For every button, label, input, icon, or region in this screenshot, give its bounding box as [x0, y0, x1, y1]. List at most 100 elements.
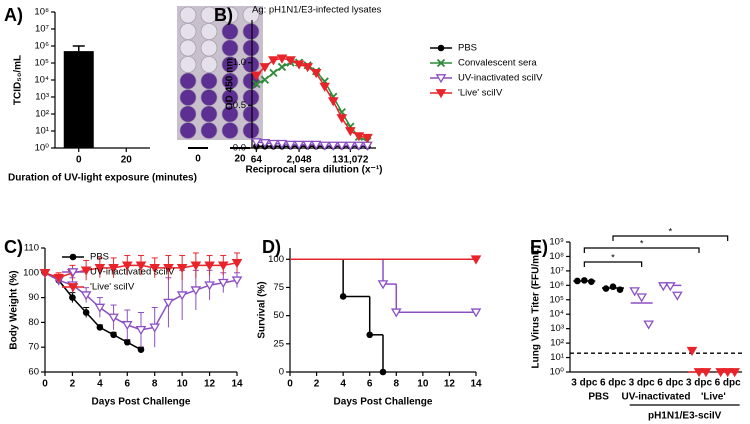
x-tick-label: 3 dpc	[686, 378, 713, 389]
y-tick-label: 10⁰	[550, 367, 565, 378]
x-tick-label: 6 dpc	[600, 378, 627, 389]
plate-well	[242, 105, 260, 123]
plate-well	[242, 122, 260, 139]
significance-label: *	[640, 239, 644, 250]
data-point	[285, 56, 296, 66]
y-tick-label: 0.5	[233, 100, 246, 111]
legend-label: UV-inactivated sciIV	[458, 73, 543, 84]
y-tick-label: 0	[279, 367, 284, 378]
x-axis-label: Days Post Challenge	[92, 397, 191, 408]
x-tick-label: 6 dpc	[715, 378, 742, 389]
y-tick-label: 80	[28, 317, 39, 328]
panel-label: A)	[4, 5, 23, 25]
data-point	[319, 82, 331, 92]
chart-title: Ag: pH1N1/E3-infected lysates	[252, 5, 382, 16]
x-tick-label: 64	[251, 155, 263, 166]
plate-well	[179, 72, 197, 90]
plate-well	[200, 39, 218, 57]
y-tick-label: 10⁷	[550, 265, 565, 276]
data-point	[616, 286, 624, 293]
y-tick-label: 25	[273, 338, 284, 349]
data-point	[693, 368, 705, 378]
y-axis-label: Survival (%)	[257, 281, 268, 338]
data-point	[204, 261, 215, 271]
data-point	[310, 140, 322, 150]
y-tick-label: 10¹	[550, 352, 564, 363]
data-point	[135, 261, 147, 271]
data-point	[470, 255, 482, 265]
data-point	[190, 261, 202, 271]
image-label: 0	[195, 154, 201, 165]
plate-well	[221, 105, 239, 123]
data-point	[390, 308, 402, 318]
legend-label: UV-inactivated sciIV	[90, 267, 175, 278]
x-tick-label: 8	[152, 379, 158, 390]
y-tick-label: 1.0	[233, 57, 246, 68]
data-point	[345, 141, 356, 151]
x-tick-label: 12	[204, 379, 216, 390]
data-point	[260, 75, 270, 84]
data-point	[39, 268, 51, 279]
plate-well	[200, 89, 218, 106]
significance-bracket	[583, 247, 700, 253]
data-point	[137, 346, 145, 353]
y-tick-label: 100	[268, 254, 284, 265]
data-point	[379, 368, 387, 376]
data-point	[366, 331, 374, 339]
plate-well	[179, 56, 197, 73]
y-tick-label: 10⁴	[34, 75, 49, 86]
data-point	[268, 139, 279, 150]
x-tick-label: 6	[125, 379, 131, 390]
plate-well	[242, 23, 260, 40]
data-point	[302, 140, 313, 150]
data-point	[722, 368, 733, 378]
data-point	[96, 324, 104, 331]
plate-well	[179, 122, 197, 139]
plate-well	[200, 6, 218, 24]
data-point	[353, 141, 365, 151]
data-point	[276, 139, 288, 150]
y-tick-label: 100	[23, 267, 39, 278]
data-point	[108, 263, 119, 274]
data-point	[353, 132, 365, 142]
x-tick-label: 12	[444, 379, 456, 390]
y-tick-label: 10⁶	[35, 41, 50, 52]
data-point	[336, 141, 348, 151]
data-point	[163, 263, 174, 274]
y-tick-label: 10⁵	[549, 294, 564, 305]
plate-well	[221, 56, 239, 73]
data-point	[69, 294, 76, 301]
plate-well	[221, 89, 239, 106]
panel-label: E)	[530, 237, 548, 257]
x-axis-label: Duration of UV-light exposure (minutes)	[8, 173, 197, 184]
data-point	[217, 278, 229, 289]
x-tick-label: 2	[314, 379, 320, 390]
plate-well	[242, 56, 260, 73]
data-point	[110, 331, 117, 339]
data-point	[268, 56, 279, 66]
y-axis-label: Lung Virus Titer (FFU/mL)	[531, 246, 542, 369]
x-tick-label: 8	[394, 379, 400, 390]
data-point	[121, 321, 133, 331]
data-point	[277, 62, 287, 72]
data-point	[190, 286, 202, 296]
data-point	[602, 285, 610, 292]
plate-well	[200, 56, 218, 73]
plate-well	[200, 72, 218, 90]
x-tick-label: 14	[470, 379, 482, 390]
data-point	[581, 277, 588, 284]
data-point	[231, 276, 243, 286]
plate-well	[221, 122, 239, 139]
legend-label: Convalescent sera	[458, 58, 537, 69]
data-point	[588, 278, 595, 285]
x-tick-label: 6 dpc	[657, 378, 684, 389]
data-point	[729, 368, 740, 378]
data-point	[574, 277, 581, 285]
legend-marker	[67, 283, 79, 293]
y-tick-label: 110	[24, 243, 39, 254]
x-tick-label: 0	[42, 379, 48, 390]
data-point	[302, 63, 313, 73]
x-tick-label: 14	[231, 379, 243, 390]
legend-label: PBS	[90, 252, 109, 263]
